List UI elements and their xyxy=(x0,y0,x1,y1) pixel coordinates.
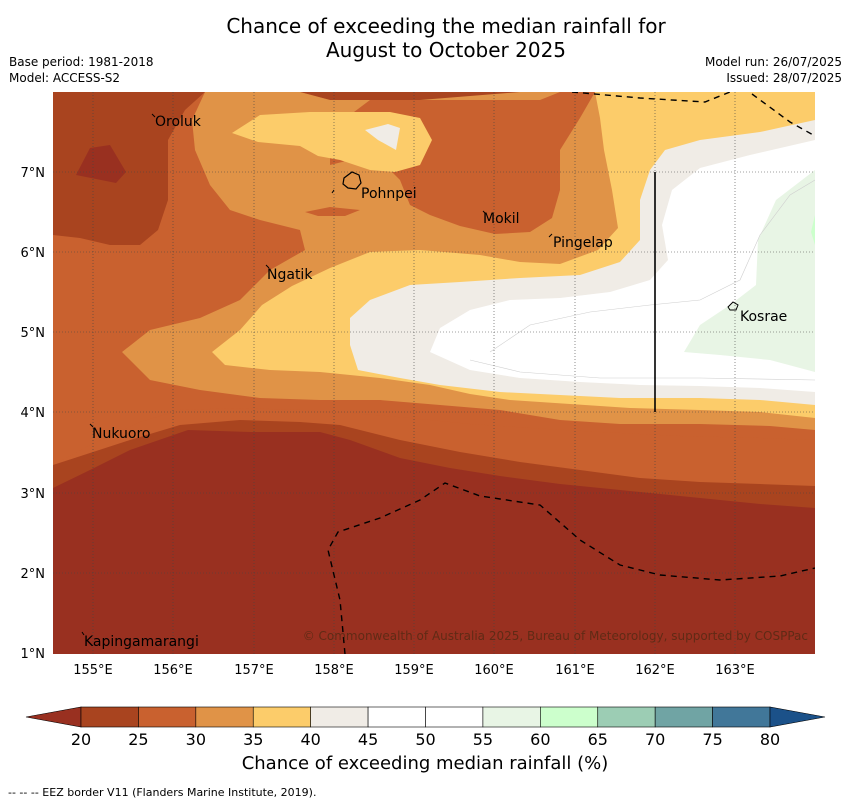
colorbar-tick-label: 75 xyxy=(702,730,722,749)
colorbar-tick-label: 50 xyxy=(415,730,435,749)
longitude-labels: 155°E 156°E 157°E 158°E 159°E 160°E 161°… xyxy=(73,663,755,678)
map-title-line1: Chance of exceeding the median rainfall … xyxy=(226,14,666,38)
contour-20-25-west xyxy=(53,92,205,245)
colorbar-tick-label: 25 xyxy=(128,730,148,749)
colorbar-tick-label: 45 xyxy=(358,730,378,749)
colorbar-tick-label: 70 xyxy=(645,730,665,749)
contour-25-30-strip xyxy=(305,207,360,216)
colorbar-tick-label: 80 xyxy=(760,730,780,749)
atoll-markers xyxy=(81,113,553,636)
label-oroluk: Oroluk xyxy=(155,114,202,130)
colorbar-tick-label: 65 xyxy=(588,730,608,749)
colorbar-tick-label: 55 xyxy=(473,730,493,749)
eez-footnote: -- -- -- EEZ border V11 (Flanders Marine… xyxy=(8,786,317,799)
lon-label: 160°E xyxy=(474,663,514,678)
lon-label: 158°E xyxy=(314,663,354,678)
colorbar-segment xyxy=(654,706,713,728)
colorbar-label: Chance of exceeding median rainfall (%) xyxy=(241,753,609,774)
label-kapingamarangi: Kapingamarangi xyxy=(84,634,199,650)
colorbar-segment xyxy=(252,706,311,728)
model-run: Model run: 26/07/2025 xyxy=(704,55,842,69)
lon-label: 157°E xyxy=(234,663,274,678)
lon-label: 156°E xyxy=(153,663,193,678)
lat-label: 7°N xyxy=(21,166,46,181)
contour-55-60 xyxy=(684,170,815,372)
lon-label: 163°E xyxy=(715,663,755,678)
contour-below-20-south xyxy=(53,430,815,654)
latitude-labels: 7°N 6°N 5°N 4°N 3°N 2°N 1°N xyxy=(21,166,46,662)
probability-contours xyxy=(53,92,815,654)
lat-label: 3°N xyxy=(21,487,46,502)
pohnpei-islet xyxy=(331,189,335,194)
label-ngatik: Ngatik xyxy=(267,267,313,283)
colorbar-segment xyxy=(425,706,484,728)
lat-label: 6°N xyxy=(21,246,46,261)
colorbar-tick-label: 20 xyxy=(71,730,91,749)
model-name: Model: ACCESS-S2 xyxy=(9,71,121,85)
lon-label: 155°E xyxy=(73,663,113,678)
contour-40-45-north xyxy=(365,124,400,150)
place-labels: Oroluk Pohnpei Mokil Pingelap Ngatik Kos… xyxy=(84,114,787,650)
base-period: Base period: 1981-2018 xyxy=(9,55,154,69)
lon-label: 159°E xyxy=(394,663,434,678)
colorbar-segment xyxy=(712,706,771,728)
contour-line-50 xyxy=(489,179,815,353)
meta-left: Base period: 1981-2018 Model: ACCESS-S2 xyxy=(9,54,154,86)
map-title-line2: August to October 2025 xyxy=(325,38,567,62)
colorbar-tick-label: 40 xyxy=(300,730,320,749)
label-kosrae: Kosrae xyxy=(740,309,787,325)
meta-right: Model run: 26/07/2025 Issued: 28/07/2025 xyxy=(705,54,842,86)
lon-label: 162°E xyxy=(635,663,675,678)
eez-border xyxy=(327,92,815,654)
colorbar-overflow xyxy=(769,706,826,728)
colorbar-segment xyxy=(540,706,599,728)
contour-60-65 xyxy=(811,215,815,245)
lat-label: 4°N xyxy=(21,406,46,421)
contour-below-20-west xyxy=(76,145,126,183)
copyright-notice: © Commonwealth of Australia 2025, Bureau… xyxy=(303,629,808,643)
lon-label: 161°E xyxy=(555,663,595,678)
contour-line-50-south xyxy=(469,359,815,381)
colorbar-tick-label: 30 xyxy=(186,730,206,749)
colorbar-segment xyxy=(482,706,541,728)
colorbar-segment xyxy=(367,706,426,728)
gridlines xyxy=(53,92,815,654)
label-nukuoro: Nukuoro xyxy=(92,426,150,442)
label-pingelap: Pingelap xyxy=(553,235,613,251)
lat-label: 2°N xyxy=(21,567,46,582)
colorbar-segment xyxy=(597,706,656,728)
colorbar-tick-label: 35 xyxy=(243,730,263,749)
colorbar-segment xyxy=(195,706,254,728)
label-pohnpei: Pohnpei xyxy=(361,186,417,202)
lat-label: 1°N xyxy=(21,647,46,662)
label-mokil: Mokil xyxy=(483,211,520,227)
colorbar: 20 25 30 35 40 45 50 55 60 65 70 75 80 xyxy=(25,706,826,749)
pohnpei-island xyxy=(342,171,362,190)
colorbar-segment xyxy=(80,706,139,728)
colorbar-tick-label: 60 xyxy=(530,730,550,749)
colorbar-underflow xyxy=(25,706,82,728)
colorbar-segment xyxy=(310,706,369,728)
colorbar-segment xyxy=(138,706,197,728)
kosrae-island xyxy=(727,301,739,311)
issued-date: Issued: 28/07/2025 xyxy=(726,71,842,85)
lat-label: 5°N xyxy=(21,326,46,341)
